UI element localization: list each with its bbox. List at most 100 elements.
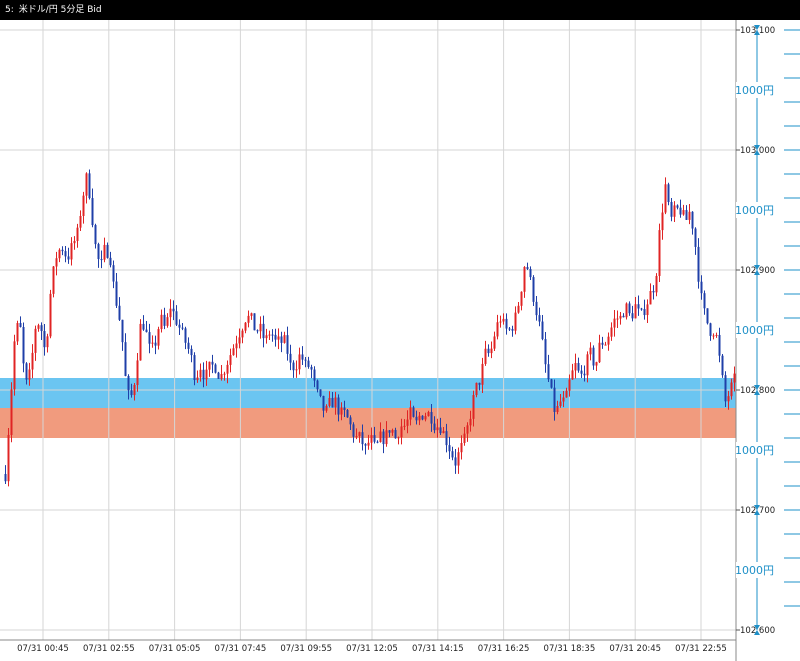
candle-body — [607, 336, 610, 345]
candle-body — [103, 244, 106, 260]
candle-body — [418, 415, 421, 421]
candle-body — [115, 281, 118, 306]
measure-label: 1000円 — [735, 564, 774, 577]
candle-body — [121, 319, 124, 343]
measure-arrow-up — [754, 150, 760, 155]
grid-lines — [0, 20, 736, 640]
measure-arrow-up — [754, 630, 760, 635]
candle-body — [715, 334, 718, 336]
candle-body — [268, 334, 271, 336]
candle-body — [415, 416, 418, 421]
candle-body — [622, 315, 625, 318]
candle-body — [235, 343, 238, 349]
candle-body — [142, 323, 145, 330]
candle-body — [628, 303, 631, 314]
candle-body — [580, 370, 583, 374]
candle-body — [409, 407, 412, 420]
candlestick-chart[interactable]: 103.100103.000102.900102.800102.700102.6… — [0, 20, 800, 661]
candle-body — [439, 427, 442, 434]
candle-body — [379, 431, 382, 443]
measure-arrow-down — [754, 25, 760, 30]
candle-body — [682, 210, 685, 215]
candle-body — [28, 369, 31, 380]
candle-body — [703, 293, 706, 309]
candle-body — [529, 268, 532, 278]
candle-body — [202, 369, 205, 380]
candles — [4, 169, 736, 487]
x-tick-label: 07/31 20:45 — [609, 644, 661, 654]
candle-body — [733, 373, 736, 383]
candle-body — [472, 395, 475, 419]
candle-body — [88, 173, 91, 199]
candle-body — [16, 323, 19, 342]
candle-body — [277, 336, 280, 340]
measure-label-bg — [736, 202, 776, 218]
candle-body — [652, 291, 655, 293]
candle-body — [712, 335, 715, 337]
measure-arrow-up — [754, 270, 760, 275]
candle-body — [643, 309, 646, 316]
candle-body — [13, 341, 16, 390]
candle-body — [412, 407, 415, 417]
candle-body — [226, 364, 229, 374]
candle-body — [40, 325, 43, 332]
candle-body — [223, 373, 226, 375]
candle-body — [688, 211, 691, 220]
candle-body — [112, 265, 115, 282]
candle-body — [76, 227, 79, 241]
candle-body — [670, 201, 673, 217]
candle-body — [148, 332, 151, 344]
candle-body — [457, 452, 460, 466]
candle-body — [442, 431, 445, 434]
candle-body — [70, 243, 73, 260]
candle-body — [721, 355, 724, 376]
candle-body — [316, 380, 319, 390]
x-tick-label: 07/31 00:45 — [17, 644, 69, 654]
candle-body — [244, 322, 247, 331]
candle-body — [550, 379, 553, 388]
candle-body — [79, 215, 82, 228]
candle-body — [325, 405, 328, 411]
candle-body — [145, 329, 148, 333]
candle-body — [301, 354, 304, 360]
candle-body — [730, 382, 733, 397]
candle-body — [256, 330, 259, 332]
candle-body — [127, 376, 130, 391]
candle-body — [340, 407, 343, 415]
candle-body — [427, 411, 430, 417]
candle-body — [319, 389, 322, 396]
candle-body — [673, 205, 676, 217]
candle-body — [337, 397, 340, 415]
candle-body — [577, 363, 580, 371]
candle-body — [334, 397, 337, 408]
candle-body — [484, 348, 487, 364]
x-tick-label: 07/31 22:55 — [675, 644, 727, 654]
candle-body — [130, 390, 133, 396]
candle-body — [166, 317, 169, 326]
candle-body — [31, 352, 34, 370]
candle-body — [208, 361, 211, 370]
candle-body — [526, 266, 529, 269]
candle-body — [283, 335, 286, 343]
candle-body — [22, 327, 25, 364]
candle-body — [466, 425, 469, 434]
x-axis: 07/31 00:45 07/31 02:55 07/31 05:05 07/31 0… — [17, 644, 727, 654]
candle-body — [73, 240, 76, 244]
candle-body — [430, 411, 433, 424]
candle-body — [616, 318, 619, 320]
measure-label: 1000円 — [735, 444, 774, 457]
candle-body — [367, 442, 370, 446]
candle-body — [124, 342, 127, 377]
candle-body — [241, 330, 244, 338]
x-tick-label: 07/31 05:05 — [149, 644, 201, 654]
candle-body — [436, 427, 439, 431]
candle-body — [298, 354, 301, 370]
candle-body — [562, 397, 565, 402]
candle-body — [253, 313, 256, 331]
candle-body — [43, 331, 46, 348]
candle-body — [547, 364, 550, 380]
candle-body — [199, 369, 202, 378]
candle-body — [85, 173, 88, 196]
candle-body — [679, 207, 682, 215]
measure-arrow-down — [754, 385, 760, 390]
